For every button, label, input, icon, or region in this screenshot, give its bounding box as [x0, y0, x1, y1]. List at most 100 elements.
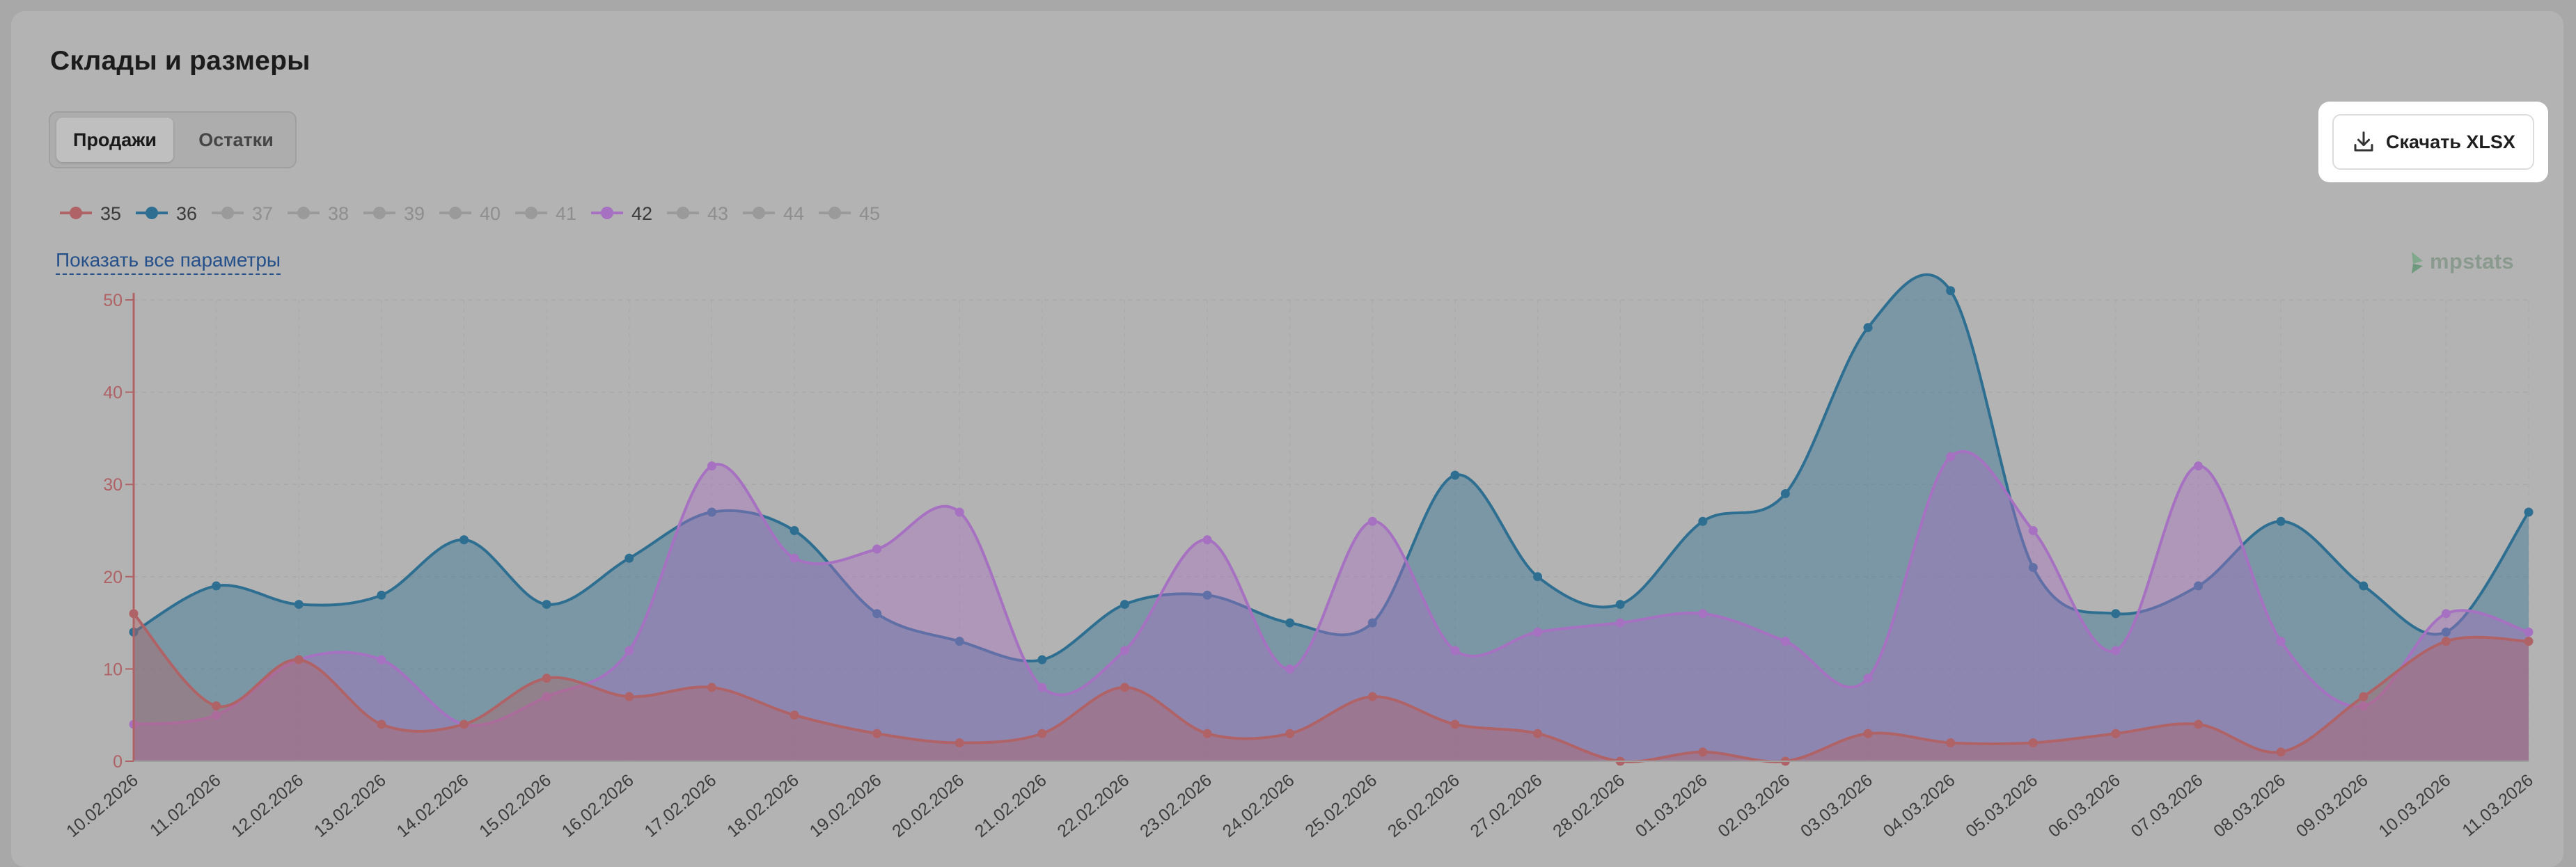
legend-marker-icon	[743, 207, 775, 219]
legend-label: 37	[252, 203, 274, 224]
x-tick-label: 03.03.2026	[1797, 770, 1876, 841]
data-point-36	[707, 507, 716, 517]
data-point-36	[872, 609, 882, 619]
x-tick-label: 18.02.2026	[723, 770, 803, 841]
x-tick-label: 04.03.2026	[1880, 770, 1959, 841]
data-point-35	[2359, 692, 2369, 701]
legend-marker-icon	[591, 207, 623, 219]
legend-label: 35	[100, 203, 122, 224]
data-point-35	[459, 719, 469, 729]
data-point-36	[2194, 581, 2204, 591]
data-point-36	[1202, 590, 1212, 600]
x-tick-label: 09.03.2026	[2293, 770, 2372, 841]
series-area-35	[134, 613, 2529, 762]
legend-marker-icon	[136, 207, 168, 219]
data-point-42	[790, 553, 799, 563]
data-point-42	[2441, 609, 2451, 619]
download-xlsx-button[interactable]: Скачать XLSX	[2332, 114, 2534, 170]
x-tick-label: 10.02.2026	[63, 770, 142, 841]
data-point-35	[377, 719, 386, 729]
x-tick-label: 14.02.2026	[393, 770, 472, 841]
data-point-35	[2111, 729, 2121, 738]
data-point-36	[542, 600, 551, 610]
x-tick-label: 08.03.2026	[2210, 770, 2289, 841]
x-tick-label: 16.02.2026	[558, 770, 638, 841]
data-point-36	[2441, 627, 2451, 637]
data-point-36	[790, 526, 799, 535]
download-highlight: Скачать XLSX	[2318, 102, 2548, 182]
data-point-36	[1946, 286, 1956, 296]
data-point-36	[625, 553, 634, 563]
legend-marker-icon	[667, 207, 699, 219]
data-point-42	[707, 461, 716, 471]
data-point-35	[1450, 719, 1460, 729]
data-point-35	[1533, 729, 1543, 738]
legend-marker-icon	[439, 207, 471, 219]
data-point-36	[1037, 655, 1047, 665]
data-point-36	[1698, 516, 1708, 526]
data-point-36	[2111, 609, 2121, 619]
show-all-params-link[interactable]: Показать все параметры	[56, 249, 281, 275]
x-tick-label: 07.03.2026	[2128, 770, 2207, 841]
data-point-35	[707, 683, 716, 692]
data-point-35	[2276, 747, 2286, 757]
data-point-42	[2194, 461, 2204, 471]
series-line-42	[133, 450, 2529, 727]
legend-label: 36	[176, 203, 198, 224]
x-tick-label: 13.02.2026	[311, 770, 390, 841]
data-point-36	[1285, 618, 1295, 628]
legend-marker-icon	[819, 207, 851, 219]
legend-label: 42	[631, 203, 653, 224]
legend-marker-icon	[212, 207, 244, 219]
x-tick-label: 25.02.2026	[1301, 770, 1381, 841]
data-point-35	[1202, 729, 1212, 738]
data-point-42	[2359, 701, 2369, 710]
x-tick-label: 01.03.2026	[1632, 770, 1711, 841]
tab-sales[interactable]: Продажи	[56, 118, 173, 162]
x-tick-label: 19.02.2026	[806, 770, 886, 841]
tab-stock[interactable]: Остатки	[198, 129, 274, 150]
data-point-36	[1863, 323, 1873, 333]
data-point-42	[1285, 664, 1295, 674]
download-button-label: Скачать XLSX	[2386, 131, 2515, 152]
y-tick-label: 0	[113, 752, 123, 772]
data-point-35	[1037, 729, 1047, 738]
data-point-42	[955, 507, 964, 517]
data-point-42	[625, 646, 634, 655]
x-tick-label: 06.03.2026	[2045, 770, 2124, 841]
x-tick-label: 10.03.2026	[2375, 770, 2454, 841]
data-point-36	[1533, 572, 1543, 582]
brand-text: mpstats	[2430, 249, 2514, 273]
data-point-36	[1780, 488, 1790, 498]
legend-label: 38	[328, 203, 350, 224]
data-point-36	[2276, 516, 2286, 526]
x-tick-label: 26.02.2026	[1384, 770, 1463, 841]
legend-label: 44	[783, 203, 805, 224]
data-point-36	[1615, 600, 1625, 610]
y-tick-label: 20	[103, 568, 123, 587]
x-tick-label: 17.02.2026	[641, 770, 720, 841]
data-point-36	[294, 600, 304, 610]
x-tick-label: 21.02.2026	[971, 770, 1051, 841]
data-point-36	[212, 581, 221, 591]
section-title: Склады и размеры	[50, 46, 311, 76]
x-tick-label: 20.02.2026	[888, 770, 968, 841]
data-point-42	[1120, 646, 1129, 655]
y-tick-label: 10	[103, 660, 123, 679]
data-point-35	[1367, 692, 1377, 701]
x-tick-label: 28.02.2026	[1549, 770, 1628, 841]
data-point-42	[1780, 637, 1790, 646]
data-point-36	[2524, 507, 2534, 517]
data-point-35	[2441, 637, 2451, 646]
y-tick-label: 50	[103, 291, 123, 310]
x-tick-label: 23.02.2026	[1136, 770, 1216, 841]
data-point-35	[212, 701, 221, 710]
data-point-36	[2359, 581, 2369, 591]
data-point-35	[790, 710, 799, 720]
legend-marker-icon	[288, 207, 320, 219]
data-point-35	[625, 692, 634, 701]
data-point-35	[1285, 729, 1295, 738]
data-point-42	[1202, 535, 1212, 545]
data-point-42	[1533, 627, 1543, 637]
